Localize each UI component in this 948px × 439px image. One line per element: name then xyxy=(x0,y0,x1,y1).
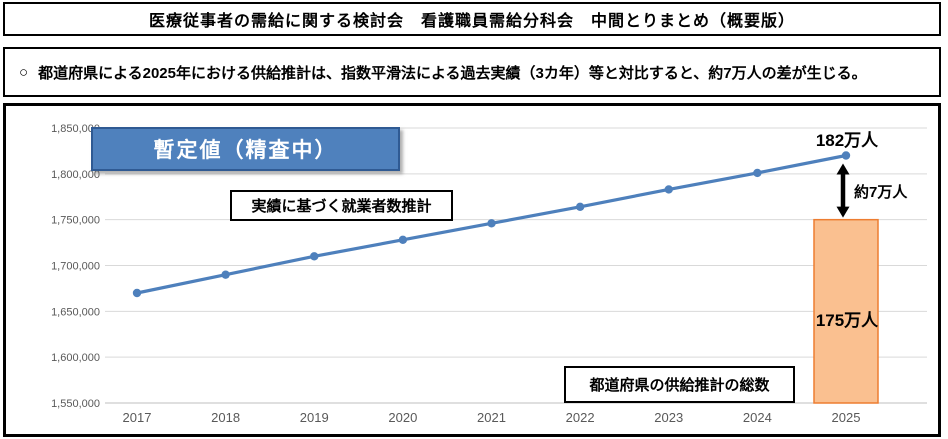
svg-text:2018: 2018 xyxy=(211,410,240,425)
bar-series-label: 都道府県の供給推計の総数 xyxy=(589,377,770,394)
summary-statement-box: ○ 都道府県による2025年における供給推計は、指数平滑法による過去実績（3カ年… xyxy=(3,47,941,97)
provisional-value-label: 暫定値（精査中） xyxy=(153,139,338,162)
svg-text:1,600,000: 1,600,000 xyxy=(51,352,100,364)
svg-text:1,550,000: 1,550,000 xyxy=(51,398,100,410)
annotation-line-end-value: 182万人 xyxy=(815,131,879,150)
summary-statement-text: 都道府県による2025年における供給推計は、指数平滑法による過去実績（3カ年）等… xyxy=(38,64,867,82)
svg-text:2024: 2024 xyxy=(743,410,772,425)
document-title-box: 医療従事者の需給に関する検討会 看護職員需給分科会 中間とりまとめ（概要版） xyxy=(3,2,941,36)
svg-text:2022: 2022 xyxy=(566,410,595,425)
bar-series-label-box: 都道府県の供給推計の総数 xyxy=(564,366,795,403)
chart-area: 1,550,000 1,600,000 1,650,000 1,700,000 1,75… xyxy=(6,106,938,434)
provisional-value-callout: 暫定値（精査中） xyxy=(91,127,400,171)
svg-text:2023: 2023 xyxy=(654,410,683,425)
svg-text:2019: 2019 xyxy=(300,410,329,425)
svg-text:1,700,000: 1,700,000 xyxy=(51,261,100,273)
svg-text:2017: 2017 xyxy=(123,410,152,425)
bullet-circle-icon: ○ xyxy=(19,63,29,81)
svg-text:1,650,000: 1,650,000 xyxy=(51,306,100,318)
annotation-bar-value: 175万人 xyxy=(815,311,879,330)
svg-text:1,800,000: 1,800,000 xyxy=(51,169,100,181)
svg-text:1,750,000: 1,750,000 xyxy=(51,215,100,227)
svg-text:2025: 2025 xyxy=(832,410,861,425)
line-series-label-box: 実績に基づく就業者数推計 xyxy=(230,190,453,221)
svg-text:1,850,000: 1,850,000 xyxy=(51,123,100,135)
svg-text:2020: 2020 xyxy=(388,410,417,425)
chart-frame: 1,550,000 1,600,000 1,650,000 1,700,000 1,75… xyxy=(3,103,941,437)
document-title: 医療従事者の需給に関する検討会 看護職員需給分科会 中間とりまとめ（概要版） xyxy=(148,13,795,30)
supply-estimate-chart: 1,550,000 1,600,000 1,650,000 1,700,000 1,75… xyxy=(51,123,927,425)
svg-text:2021: 2021 xyxy=(477,410,506,425)
annotation-gap-value: 約7万人 xyxy=(854,184,908,201)
line-series-label: 実績に基づく就業者数推計 xyxy=(251,198,432,215)
